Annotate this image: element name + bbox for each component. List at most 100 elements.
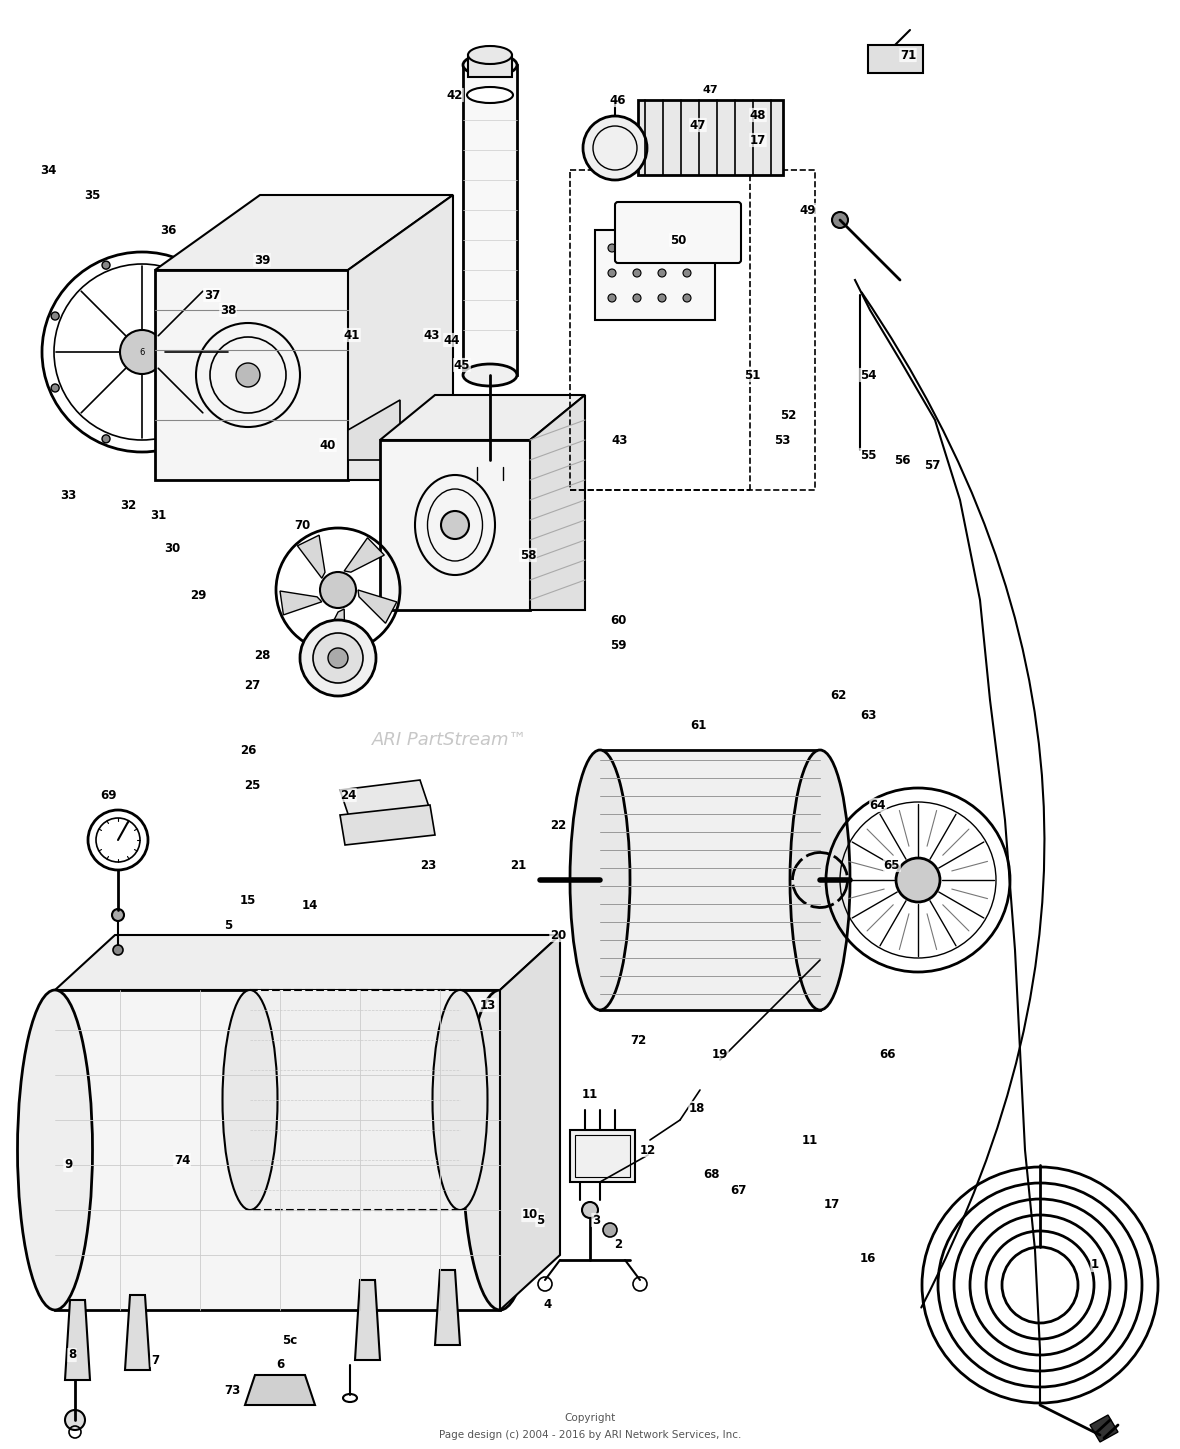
Circle shape (896, 858, 940, 901)
Circle shape (51, 312, 59, 320)
Ellipse shape (789, 751, 850, 1010)
Text: 33: 33 (60, 488, 77, 501)
Text: 49: 49 (800, 203, 817, 216)
Text: 26: 26 (240, 743, 256, 756)
Polygon shape (55, 935, 560, 990)
Circle shape (113, 945, 123, 955)
Text: 8: 8 (68, 1349, 77, 1362)
Circle shape (88, 810, 148, 869)
Text: 21: 21 (510, 858, 526, 871)
Circle shape (683, 243, 691, 252)
Bar (638, 100, 784, 175)
Ellipse shape (245, 307, 283, 323)
Polygon shape (599, 751, 820, 1010)
Polygon shape (500, 935, 560, 1310)
Text: 51: 51 (743, 368, 760, 381)
Polygon shape (345, 538, 385, 572)
Circle shape (225, 312, 232, 320)
Text: 58: 58 (519, 549, 536, 562)
Text: 17: 17 (824, 1198, 840, 1211)
Text: 1: 1 (1092, 1259, 1099, 1272)
Text: Page design (c) 2004 - 2016 by ARI Network Services, Inc.: Page design (c) 2004 - 2016 by ARI Netwo… (439, 1430, 741, 1440)
Circle shape (632, 270, 641, 277)
Text: 46: 46 (610, 94, 627, 106)
Text: 18: 18 (689, 1101, 706, 1114)
Polygon shape (348, 196, 453, 480)
Polygon shape (340, 780, 430, 820)
Polygon shape (1090, 1416, 1117, 1442)
Ellipse shape (468, 46, 512, 64)
Text: 57: 57 (924, 458, 940, 471)
Text: 73: 73 (224, 1384, 240, 1397)
Circle shape (658, 270, 666, 277)
Text: 62: 62 (830, 688, 846, 701)
Text: 74: 74 (173, 1153, 190, 1166)
Text: 66: 66 (880, 1049, 897, 1062)
Polygon shape (155, 196, 453, 270)
Ellipse shape (245, 362, 283, 378)
Text: 44: 44 (444, 333, 460, 346)
Text: 59: 59 (610, 639, 627, 652)
Bar (595, 230, 715, 320)
Text: 14: 14 (302, 898, 319, 911)
Text: 15: 15 (240, 894, 256, 907)
Bar (245, 314, 283, 369)
Text: 64: 64 (870, 798, 886, 811)
Text: 53: 53 (774, 433, 791, 446)
Circle shape (51, 384, 59, 393)
Bar (250, 990, 460, 1210)
Polygon shape (348, 400, 400, 459)
Text: 27: 27 (244, 678, 260, 691)
Circle shape (658, 243, 666, 252)
Circle shape (65, 1410, 85, 1430)
Text: 28: 28 (254, 649, 270, 662)
Circle shape (582, 1203, 598, 1219)
Text: 10: 10 (522, 1208, 538, 1222)
Text: 22: 22 (550, 819, 566, 832)
Text: 16: 16 (860, 1252, 877, 1265)
Text: 45: 45 (454, 358, 471, 371)
Text: 17: 17 (749, 133, 766, 146)
Circle shape (608, 270, 616, 277)
Text: 12: 12 (640, 1143, 656, 1156)
Text: 37: 37 (204, 288, 221, 301)
Circle shape (608, 243, 616, 252)
Text: 63: 63 (860, 709, 877, 722)
Text: 71: 71 (900, 48, 916, 61)
Polygon shape (321, 609, 345, 649)
Polygon shape (125, 1295, 150, 1369)
Text: ARI PartStream™: ARI PartStream™ (372, 730, 527, 749)
Circle shape (236, 364, 260, 387)
Text: 41: 41 (343, 329, 360, 342)
Text: 47: 47 (702, 85, 717, 96)
Text: 36: 36 (159, 223, 176, 236)
Ellipse shape (570, 751, 630, 1010)
Text: 61: 61 (690, 719, 706, 732)
Text: 43: 43 (611, 433, 628, 446)
Polygon shape (358, 590, 396, 623)
Bar (468, 55, 512, 77)
Circle shape (313, 633, 363, 682)
Polygon shape (297, 535, 325, 578)
Text: 11: 11 (582, 1088, 598, 1101)
Text: 48: 48 (749, 109, 766, 122)
Ellipse shape (223, 990, 277, 1210)
Text: 31: 31 (150, 509, 166, 522)
Text: 24: 24 (340, 788, 356, 801)
Bar (570, 170, 815, 490)
Circle shape (683, 270, 691, 277)
Circle shape (441, 511, 468, 539)
Ellipse shape (463, 364, 517, 385)
Text: 2: 2 (614, 1239, 622, 1252)
Text: 70: 70 (294, 519, 310, 532)
Text: 35: 35 (84, 188, 100, 201)
Text: 23: 23 (420, 858, 437, 871)
Text: 47: 47 (690, 119, 706, 132)
Text: 32: 32 (120, 498, 136, 511)
Text: 72: 72 (630, 1033, 647, 1046)
Ellipse shape (467, 87, 513, 103)
Polygon shape (155, 270, 348, 480)
Circle shape (320, 572, 356, 609)
Text: 11: 11 (802, 1133, 818, 1146)
Circle shape (658, 294, 666, 301)
